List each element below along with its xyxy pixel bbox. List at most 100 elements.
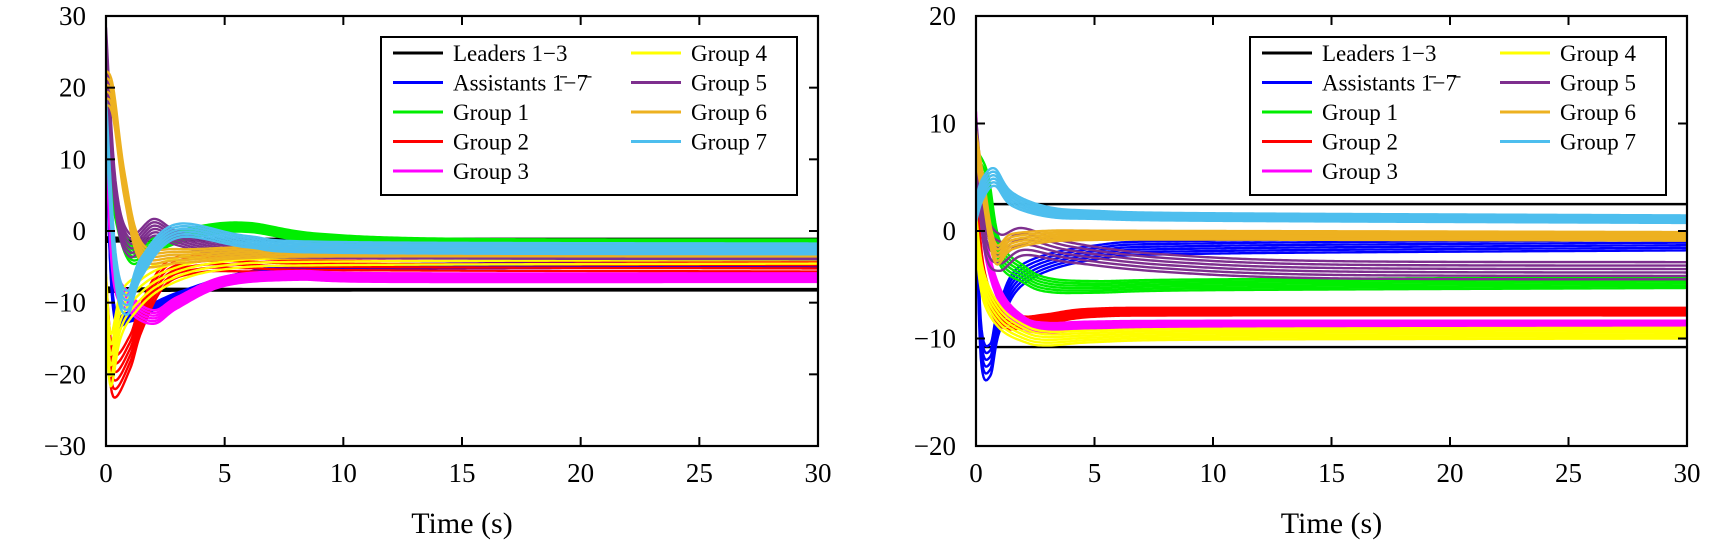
legend-label: Group 5 [691, 71, 767, 96]
x-tick-label: 10 [330, 458, 357, 488]
series-line [976, 162, 1687, 287]
legend-item: Group 2 [1262, 130, 1398, 155]
legend-label: Group 7 [691, 130, 767, 155]
legend-item: Group 2 [393, 130, 529, 155]
x-tick-label: 25 [686, 458, 713, 488]
series-line [106, 133, 818, 316]
legend-label: Assistants 1̄−7̄ [1322, 71, 1461, 96]
x-tick-label: 30 [805, 458, 832, 488]
series-line [976, 121, 1687, 329]
plot-area [106, 27, 818, 399]
legend-label: Assistants 1̄−7̄ [453, 71, 592, 96]
legend-item: Group 3 [1262, 159, 1398, 184]
x-tick-label: 30 [1674, 458, 1701, 488]
series-line [976, 166, 1687, 217]
x-tick-label: 5 [1088, 458, 1102, 488]
legend-item: Leaders 1−3 [1262, 41, 1437, 66]
series-line [106, 262, 818, 388]
legend-item: Assistants 1̄−7̄ [393, 71, 592, 96]
series-line [106, 103, 818, 269]
legend-box [380, 36, 798, 196]
x-tick-label: 20 [1437, 458, 1464, 488]
y-tick-label: 20 [59, 73, 86, 103]
legend-item: Group 6 [1500, 100, 1636, 125]
y-tick-label: −20 [914, 431, 956, 461]
x-tick-label: 25 [1555, 458, 1582, 488]
legend-item: Group 3 [393, 159, 529, 184]
series-line [106, 105, 818, 297]
x-tick-label: 0 [99, 458, 113, 488]
legend: Leaders 1−3 Assistants 1̄−7̄ Group 1 Group … [380, 36, 798, 196]
legend-item: Group 7 [631, 130, 767, 155]
y-tick-label: 30 [59, 1, 86, 31]
series-line [976, 177, 1687, 222]
right-panel: 0 5 10 15 20 25 30 20 10 0 −10 −20 Time (s) Leaders 1… [914, 1, 1701, 540]
series-line [976, 182, 1687, 295]
series-group-3 [106, 109, 818, 326]
series-line [106, 109, 818, 312]
series-group-4 [976, 213, 1687, 347]
series-line [106, 137, 818, 326]
x-tick-label: 15 [1318, 458, 1345, 488]
x-axis-label: Time (s) [1281, 507, 1382, 540]
x-tick-label: 10 [1200, 458, 1227, 488]
legend-label: Group 3 [1322, 159, 1398, 184]
x-tick-label: 15 [449, 458, 476, 488]
left-panel: 0 5 10 15 20 25 30 30 20 10 0 −10 −20 −30 Time (s) Lead… [44, 1, 832, 540]
legend-item: Group 5 [1500, 71, 1636, 96]
legend-item: Group 4 [631, 41, 768, 66]
series-line [976, 136, 1687, 251]
series-line [976, 241, 1687, 344]
series-group-7 [106, 99, 818, 316]
legend-item: Leaders 1−3 [393, 41, 568, 66]
series-line [976, 227, 1687, 339]
legend-item: Group 5 [631, 71, 767, 96]
x-tick-label: 5 [218, 458, 232, 488]
series-line [106, 112, 818, 302]
y-tick-label: 20 [929, 1, 956, 31]
plot-area [976, 111, 1687, 382]
y-tick-label: 10 [59, 144, 86, 174]
series-line [976, 220, 1687, 336]
series-line [106, 61, 818, 261]
series-line [976, 158, 1687, 266]
legend-item: Group 4 [1500, 41, 1637, 66]
legend: Leaders 1−3 Assistants 1̄−7̄ Group 1 Group … [1249, 36, 1667, 196]
legend-label: Group 7 [1560, 130, 1636, 155]
series-line [976, 170, 1687, 219]
series-line [976, 178, 1687, 375]
series-line [106, 126, 818, 311]
series-line [976, 169, 1687, 321]
legend-label: Group 3 [453, 159, 529, 184]
y-tick-label: 0 [943, 216, 957, 246]
x-axis-label: Time (s) [411, 507, 512, 540]
y-tick-label: 0 [73, 216, 87, 246]
legend-item: Group 7 [1500, 130, 1636, 155]
legend-label: Group 1 [1322, 100, 1398, 125]
legend-item: Group 6 [631, 100, 767, 125]
y-tick-label: −30 [44, 431, 86, 461]
series-line [976, 116, 1687, 327]
legend-label: Group 2 [453, 130, 529, 155]
x-tick-label: 0 [969, 458, 983, 488]
legend-label: Group 6 [1560, 100, 1636, 125]
series-line [106, 131, 818, 323]
legend-label: Leaders 1−3 [1322, 41, 1437, 66]
series-line [106, 266, 818, 391]
legend-item: Group 1 [1262, 100, 1398, 125]
series-line [976, 148, 1687, 283]
series-line [976, 161, 1687, 278]
series-line [106, 99, 818, 292]
legend-item: Assistants 1̄−7̄ [1262, 71, 1461, 96]
series-leaders-1-3 [106, 286, 818, 294]
series-line [976, 170, 1687, 368]
series-group-7 [976, 166, 1687, 225]
series-line [976, 181, 1687, 223]
legend-item: Group 1 [393, 100, 529, 125]
y-tick-label: −10 [44, 288, 86, 318]
series-line [976, 169, 1687, 290]
series-line [106, 115, 818, 315]
series-line [976, 142, 1687, 255]
series-line [976, 165, 1687, 318]
series-line [976, 131, 1687, 247]
